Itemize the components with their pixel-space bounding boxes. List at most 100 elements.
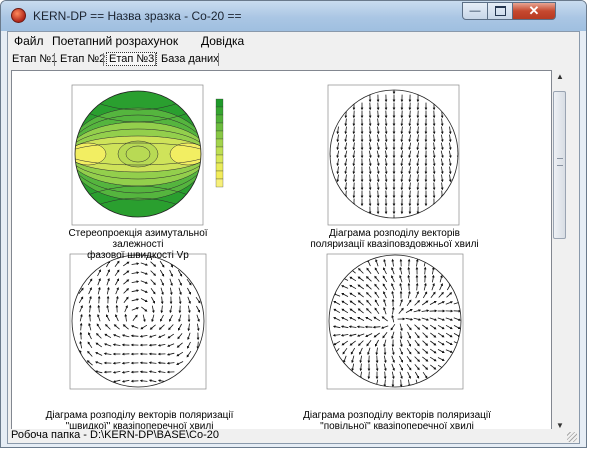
polarization-vector-arrow — [115, 314, 119, 322]
polarization-vector-arrow — [349, 276, 357, 282]
polarization-vector-arrow — [349, 284, 357, 290]
polarization-vector-arrow — [336, 150, 340, 159]
polarization-vector-arrow — [414, 371, 420, 379]
polarization-vector-arrow — [384, 150, 388, 159]
polarization-vector-arrow — [360, 102, 364, 111]
polarization-vector-arrow — [422, 356, 429, 362]
polarization-vector-arrow — [416, 118, 420, 127]
polarization-vector-arrow — [115, 295, 119, 304]
polarization-vector-arrow — [400, 126, 404, 135]
polarization-vector-arrow — [79, 313, 83, 322]
caption-plot-4: Діаграма розподілу векторів поляризації … — [297, 410, 497, 432]
window-title: KERN-DP == Назва зразка - Co-20 == — [33, 9, 242, 23]
polarization-vector-arrow — [400, 166, 404, 175]
polarization-vector-arrow — [139, 379, 148, 383]
polarization-vector-arrow — [382, 275, 388, 283]
polarization-vector-arrow — [131, 262, 140, 266]
tab-stage-1[interactable]: Етап №1 — [12, 53, 58, 65]
polarization-vector-arrow — [448, 134, 452, 143]
polarization-vector-arrow — [169, 296, 173, 305]
polarization-vector-arrow — [160, 314, 164, 322]
polarization-vector-arrow — [103, 370, 112, 374]
polarization-vector-arrow — [341, 293, 349, 297]
menu-help[interactable]: Довідка — [201, 34, 245, 48]
polarization-vector-arrow — [376, 142, 380, 151]
polarization-vector-arrow — [432, 110, 436, 119]
status-bar: Робоча папка - D:\KERN-DP\BASE\Co-20 — [8, 429, 579, 443]
polarization-vector-arrow — [140, 271, 148, 275]
polarization-vector-arrow — [399, 274, 403, 283]
polarization-vector-arrow — [408, 158, 412, 167]
polarization-vector-arrow — [414, 332, 420, 339]
polarization-vector-arrow — [196, 305, 200, 313]
polarization-vector-arrow — [168, 324, 174, 331]
polarization-vector-arrow — [408, 190, 412, 199]
minimize-icon: — — [469, 5, 481, 17]
polarization-vector-arrow — [429, 317, 437, 321]
tab-stage-3[interactable]: Етап №3 — [106, 52, 158, 66]
app-icon[interactable] — [11, 8, 26, 23]
polarization-vector-arrow — [365, 276, 372, 282]
title-bar[interactable]: KERN-DP == Назва зразка - Co-20 == — ✕ — [1, 1, 586, 31]
polarization-vector-arrow — [406, 347, 412, 355]
polarization-vector-arrow — [130, 352, 139, 356]
polarization-vector-arrow — [87, 278, 93, 286]
polarization-vector-arrow — [131, 289, 140, 293]
polarization-vector-arrow — [344, 166, 347, 175]
polarization-vector-arrow — [336, 166, 340, 175]
resize-grip-icon[interactable] — [567, 432, 577, 442]
polarization-vector-arrow — [453, 325, 461, 329]
menu-file[interactable]: Файл — [14, 34, 44, 48]
polarization-vector-arrow — [357, 340, 364, 347]
polarization-vector-arrow — [424, 110, 428, 119]
polarization-vector-arrow — [453, 309, 461, 313]
polarization-vector-arrow — [391, 339, 395, 348]
close-button[interactable]: ✕ — [512, 2, 556, 20]
polarization-vector-arrow — [113, 324, 120, 330]
polarization-vector-arrow — [400, 150, 404, 159]
polarization-vector-arrow — [432, 166, 436, 175]
polarization-vector-arrow — [381, 325, 389, 329]
menu-stepwise-calculation[interactable]: Поетапний розрахунок — [52, 34, 179, 48]
polarization-vector-arrow — [408, 142, 412, 151]
polarization-vector-arrow — [148, 343, 157, 347]
polarization-vector-arrow — [424, 166, 428, 175]
polarization-vector-arrow — [159, 269, 165, 277]
polarization-vector-arrow — [112, 371, 121, 374]
polarization-vector-arrow — [360, 174, 364, 183]
maximize-button[interactable] — [487, 2, 513, 20]
polarization-vector-arrow — [368, 110, 372, 119]
polarization-vector-arrow — [368, 198, 372, 207]
minimize-button[interactable]: — — [462, 2, 488, 20]
scroll-up-arrow-icon[interactable]: ▲ — [556, 72, 564, 81]
polarization-vector-arrow — [431, 283, 435, 291]
vertical-scrollbar[interactable]: ▲ ▼ — [552, 70, 568, 433]
polarization-vector-arrow — [391, 275, 395, 283]
polarization-vector-arrow — [392, 102, 396, 111]
scroll-thumb[interactable] — [553, 91, 566, 239]
polarization-vector-arrow — [187, 305, 191, 314]
polarization-vector-arrow — [437, 317, 445, 321]
polarization-vector-arrow — [357, 292, 364, 298]
contour-plot — [71, 84, 224, 226]
tab-database[interactable]: База даних — [161, 53, 219, 65]
polarization-vector-arrow — [383, 267, 387, 275]
polarization-vector-arrow — [399, 290, 403, 299]
polarization-vector-arrow — [79, 331, 83, 340]
polarization-vector-arrow — [368, 94, 372, 103]
polarization-vector-arrow — [360, 110, 364, 119]
scroll-down-arrow-icon[interactable]: ▼ — [556, 421, 564, 430]
polarization-vector-arrow — [376, 158, 380, 167]
polarization-vector-arrow — [392, 166, 396, 175]
client-area: Файл Поетапний розрахунок Довідка Етап №… — [7, 31, 580, 444]
polarization-vector-arrow — [340, 333, 349, 337]
polarization-vector-arrow — [437, 332, 445, 338]
polarization-vector-arrow — [375, 259, 379, 267]
polarization-vector-arrow — [365, 333, 373, 337]
polarization-vector-arrow — [79, 340, 83, 349]
polarization-vector-arrow — [423, 282, 427, 291]
polarization-vector-arrow — [429, 324, 437, 330]
tab-stage-2[interactable]: Етап №2 — [60, 53, 106, 65]
polarization-vector-arrow — [391, 363, 395, 371]
